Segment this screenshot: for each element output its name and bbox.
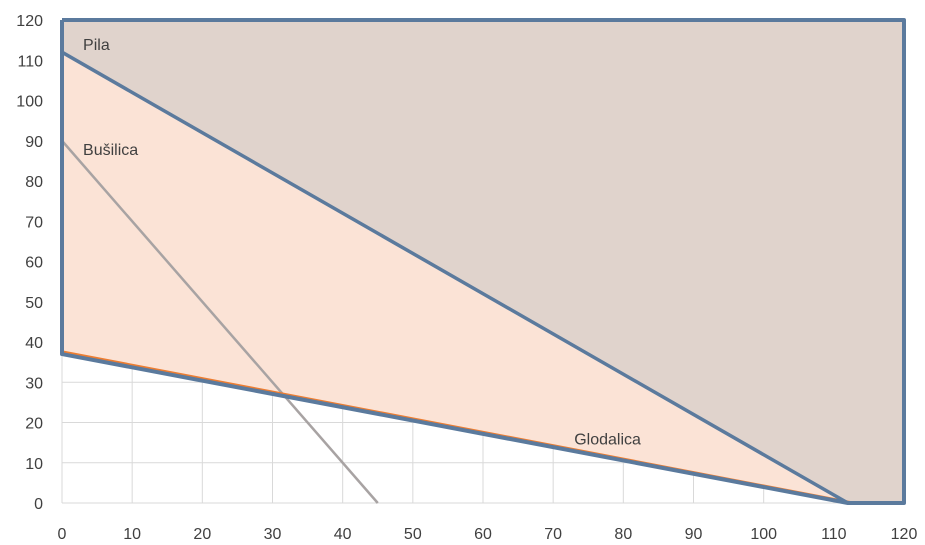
x-tick-label: 50 [404,526,422,543]
x-tick-label: 90 [685,526,703,543]
x-tick-label: 40 [334,526,352,543]
y-tick-label: 120 [16,13,43,30]
x-tick-label: 30 [264,526,282,543]
regions [62,20,904,503]
line-label-busilica: Bušilica [83,142,138,159]
y-tick-label: 10 [25,456,43,473]
y-tick-label: 60 [25,255,43,272]
x-tick-label: 20 [193,526,211,543]
constraint-lines [60,18,906,505]
axis-ticks: 0 10 20 30 40 50 60 70 80 90 100 110 120 0 10 20 30 40 50 6… [16,13,917,543]
y-tick-label: 30 [25,375,43,392]
x-tick-label: 70 [544,526,562,543]
y-tick-label: 90 [25,134,43,151]
y-tick-label: 50 [25,295,43,312]
line-label-pila: Pila [83,37,110,54]
x-tick-label: 80 [614,526,632,543]
y-tick-label: 70 [25,214,43,231]
line-labels: Pila Bušilica Glodalica [83,37,641,448]
y-tick-label: 80 [25,174,43,191]
y-tick-label: 110 [17,53,43,70]
region-above-pila [62,20,904,503]
x-tick-label: 60 [474,526,492,543]
line-pila [61,50,849,505]
line-label-glodalica: Glodalica [574,432,641,449]
line-busilica [61,139,379,504]
x-tick-label: 110 [821,526,847,543]
boundary-outline [60,18,906,505]
y-tick-label: 20 [25,416,43,433]
y-tick-label: 0 [34,496,43,513]
x-tick-label: 120 [891,526,918,543]
y-tick-label: 40 [25,335,43,352]
x-tick-label: 0 [58,526,67,543]
x-tick-label: 100 [750,526,777,543]
x-tick-label: 10 [123,526,141,543]
y-tick-label: 100 [16,94,43,111]
